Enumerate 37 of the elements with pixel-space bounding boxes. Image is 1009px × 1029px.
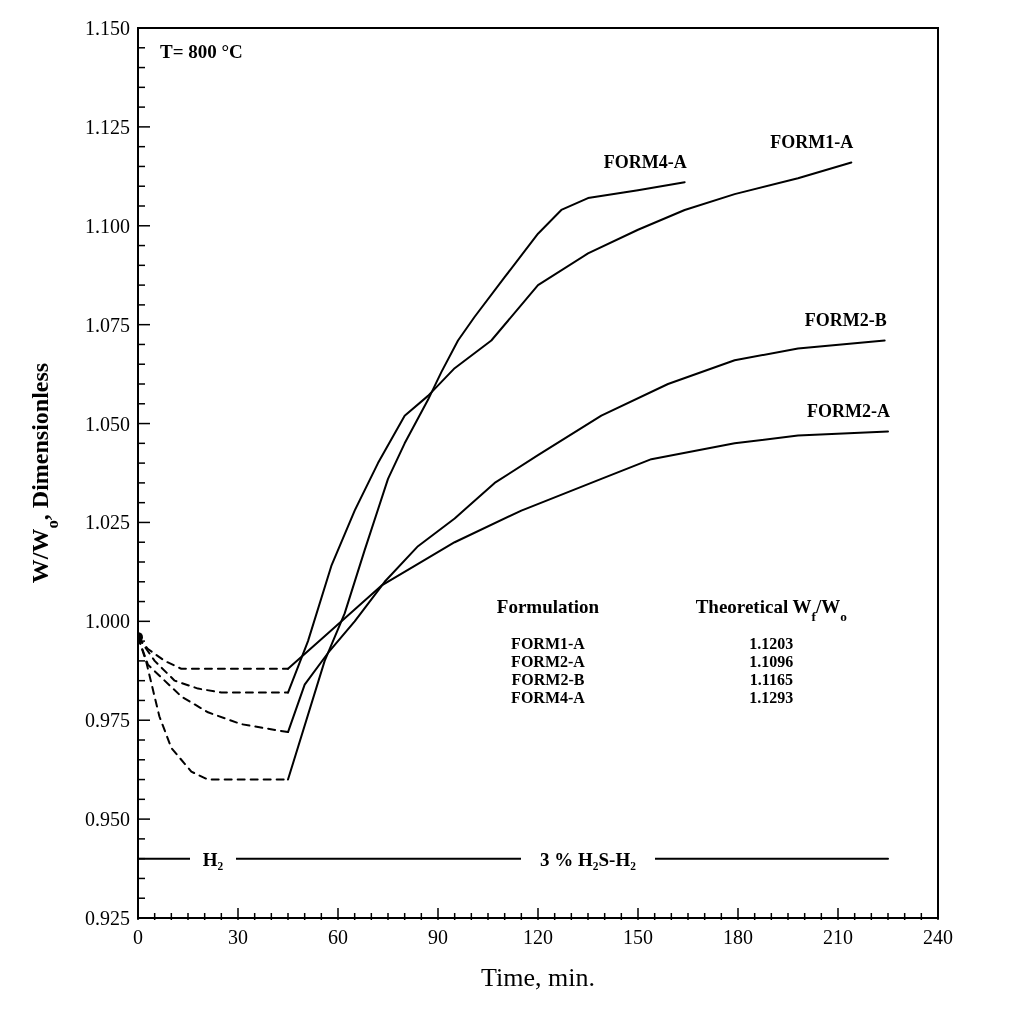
annotation: 1.1096	[749, 653, 794, 671]
annotation: Theoretical W$_{f}$/W$_{o}$	[695, 596, 848, 624]
x-tick-label: 240	[923, 926, 953, 948]
y-tick-label: 1.100	[85, 214, 130, 237]
y-tick-label: 1.025	[85, 511, 130, 534]
x-tick-label: 0	[133, 926, 143, 948]
y-tick-label: 0.975	[85, 709, 130, 732]
y-tick-label: 1.125	[85, 115, 130, 138]
y-tick-label: 0.925	[85, 907, 130, 929]
y-tick-label: 1.000	[85, 610, 130, 633]
x-tick-label: 60	[328, 926, 348, 948]
y-tick-label: 1.075	[85, 313, 130, 336]
annotation: FORM2-A	[511, 653, 586, 671]
x-tick-label: 30	[228, 926, 248, 948]
x-tick-label: 120	[523, 926, 553, 948]
y-tick-label: 1.050	[85, 412, 130, 435]
annotation: FORM4-A	[511, 689, 586, 707]
annotation: FORM1-A	[511, 635, 586, 653]
annotation: T= 800 °C	[160, 41, 243, 62]
x-tick-label: 90	[428, 926, 448, 948]
series-label: FORM4-A	[603, 152, 687, 173]
x-tick-label: 210	[823, 926, 853, 948]
annotation: 1.1293	[749, 689, 794, 707]
x-tick-label: 180	[723, 926, 753, 948]
series-label: FORM2-A	[807, 401, 890, 422]
annotation: FORM2-B	[511, 671, 585, 689]
annotation: H₂	[202, 848, 224, 870]
x-axis-title: Time, min.	[481, 963, 595, 992]
annotation: 1.1165	[749, 671, 793, 689]
y-tick-label: 1.150	[85, 17, 130, 39]
annotation: Formulation	[496, 596, 600, 618]
series-label: FORM2-B	[804, 310, 887, 331]
y-tick-label: 0.950	[85, 808, 130, 831]
x-tick-label: 150	[623, 926, 653, 948]
annotation: 1.1203	[749, 635, 794, 653]
annotation: 3 % H₂S-H₂	[540, 848, 637, 870]
series-label: FORM1-A	[770, 132, 854, 153]
